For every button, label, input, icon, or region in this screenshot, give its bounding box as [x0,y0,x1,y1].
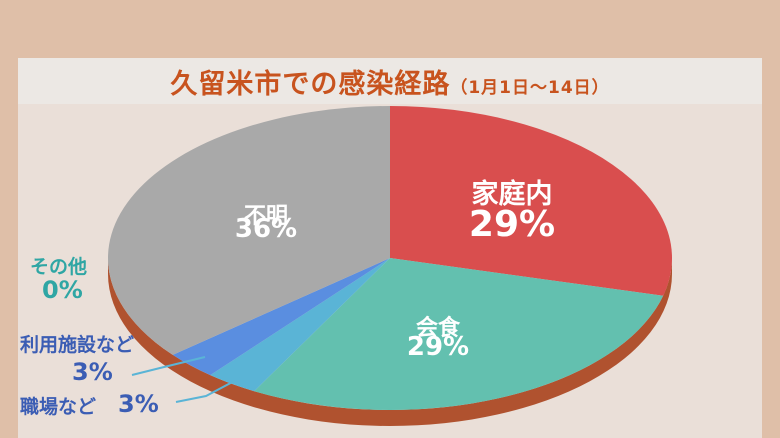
chart-subtitle: （1月1日〜14日） [450,78,610,98]
label-home-value: 29% [468,204,556,245]
label-unknown-name: 不明 [243,204,288,229]
label-other-name: その他 [30,256,88,278]
label-dining-name: 会食 [415,316,460,341]
chart-title-row: 久留米市での感染経路（1月1日〜14日） [0,62,780,101]
label-facility-name: 利用施設など [20,334,135,356]
label-dining-value: 29% [406,332,470,362]
label-home-name: 家庭内 [471,179,553,210]
title-bar [18,58,762,104]
leader-line-work [175,377,241,403]
leader-line-facility [131,356,206,376]
label-other-value: 0% [42,276,83,304]
label-facility-value: 3% [72,358,113,386]
pie-slice-2 [210,258,390,392]
pie-slice-0 [390,106,672,296]
label-work-name: 職場など [20,396,97,418]
pie-slice-1 [254,258,664,410]
pie-slice-5 [107,105,391,355]
label-work-value: 3% [118,390,159,418]
pie-slice-3 [172,258,390,376]
chart-title: 久留米市での感染経路 [170,69,451,100]
label-unknown-value: 36% [234,214,298,244]
